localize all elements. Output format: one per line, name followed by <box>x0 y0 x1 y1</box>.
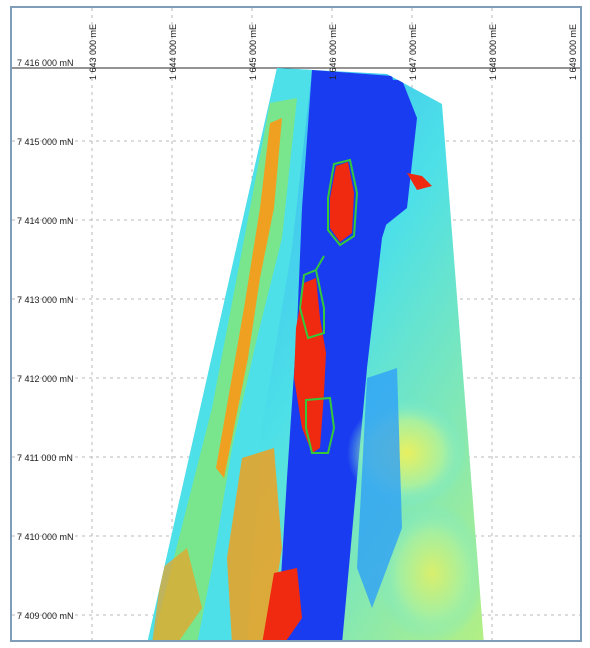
northing-label-6: 7 410 000 mN <box>17 532 74 542</box>
northing-label-1: 7 415 000 mN <box>17 137 74 147</box>
easting-label-0: 1 643 000 mE <box>88 24 98 80</box>
blue-trough-upper <box>322 78 417 228</box>
outline-south <box>305 396 336 454</box>
easting-label-4: 1 647 000 mE <box>408 24 418 80</box>
red-anomaly-bodies <box>294 162 354 453</box>
easting-label-3: 1 646 000 mE <box>328 24 338 80</box>
far-west-orange <box>152 548 202 640</box>
yellow-anomaly-south <box>377 503 484 640</box>
northing-label-4: 7 412 000 mN <box>17 374 74 384</box>
south-red-body <box>262 568 302 640</box>
easting-label-2: 1 645 000 mE <box>248 24 258 80</box>
northing-label-2: 7 414 000 mN <box>17 216 74 226</box>
easting-labels: 1 643 000 mE 1 644 000 mE 1 645 000 mE 1… <box>88 24 578 80</box>
outline-north <box>327 158 359 247</box>
anomaly-outlines <box>298 158 359 454</box>
northing-label-5: 7 411 000 mN <box>17 453 73 463</box>
outline-spur <box>315 255 325 271</box>
northing-label-3: 7 413 000 mN <box>17 295 74 305</box>
northing-labels: 7 416 000 mN 7 415 000 mN 7 414 000 mN 7… <box>17 58 74 621</box>
easting-label-6: 1 649 000 mE <box>568 24 578 80</box>
east-blue-streak <box>357 368 402 608</box>
anomaly-map[interactable]: 1 643 000 mE 1 644 000 mE 1 645 000 mE 1… <box>12 8 582 642</box>
map-frame: 1 643 000 mE 1 644 000 mE 1 645 000 mE 1… <box>10 6 582 642</box>
west-orange-band <box>216 118 282 478</box>
east-red-speck <box>407 173 432 190</box>
south-orange-band <box>227 448 282 640</box>
northing-label-0: 7 416 000 mN <box>17 58 74 68</box>
easting-label-1: 1 644 000 mE <box>168 24 178 80</box>
northing-label-7: 7 409 000 mN <box>17 611 74 621</box>
easting-label-5: 1 648 000 mE <box>488 24 498 80</box>
